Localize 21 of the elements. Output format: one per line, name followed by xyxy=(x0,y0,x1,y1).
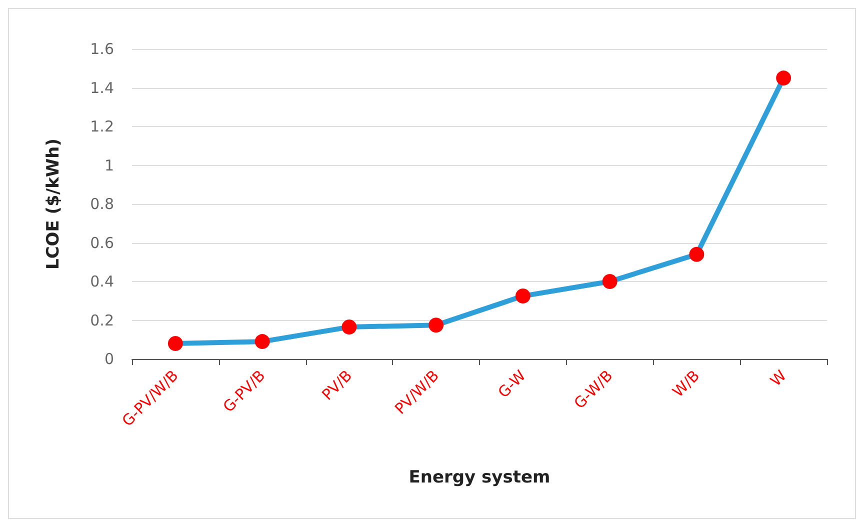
y-tick-label: 0.2 xyxy=(90,311,114,330)
y-tick-label: 0 xyxy=(104,350,114,368)
point xyxy=(342,320,357,335)
y-tick-label: 0.6 xyxy=(90,234,114,252)
x-axis-title: Energy system xyxy=(408,468,550,488)
y-tick-label: 0.8 xyxy=(90,195,114,213)
point xyxy=(254,334,270,350)
point xyxy=(602,274,618,289)
y-tick-label: 1.4 xyxy=(90,78,114,97)
y-tick-label: 0.4 xyxy=(90,272,114,290)
point xyxy=(168,336,183,351)
point xyxy=(515,288,530,304)
x-tick-label: W xyxy=(766,366,790,390)
point xyxy=(428,318,444,333)
y-tick-label: 1.2 xyxy=(90,118,114,136)
y-tick-label: 1.6 xyxy=(90,40,114,58)
point xyxy=(689,246,704,262)
y-axis-title: LCOE ($/kWh) xyxy=(44,138,64,270)
x-tick-label: W/B xyxy=(669,366,704,401)
point xyxy=(776,70,792,86)
y-tick-label: 1 xyxy=(104,156,114,174)
